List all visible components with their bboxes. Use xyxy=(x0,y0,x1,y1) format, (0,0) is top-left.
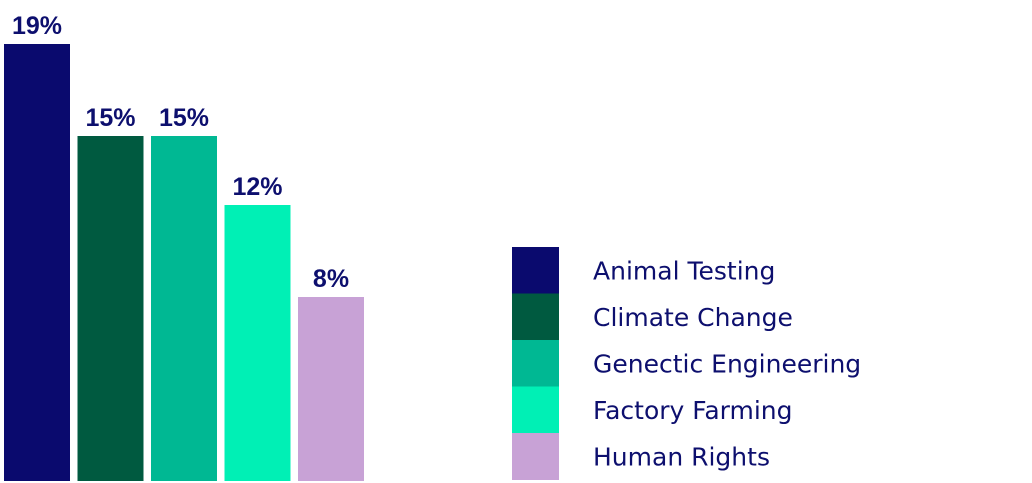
legend-swatch xyxy=(512,293,559,341)
value-label: 8% xyxy=(313,265,349,293)
value-label: 15% xyxy=(159,104,209,132)
value-label: 15% xyxy=(85,104,135,132)
legend-swatch xyxy=(512,340,559,387)
legend-label: Factory Farming xyxy=(593,396,793,425)
bars-group xyxy=(4,44,364,481)
legend-label: Human Rights xyxy=(593,442,770,471)
legend-label: Animal Testing xyxy=(593,256,775,285)
legend-label: Genectic Engineering xyxy=(593,349,861,378)
legend-swatch xyxy=(512,433,559,480)
bar-factory-farming xyxy=(224,205,291,481)
bar-climate-change xyxy=(77,136,144,481)
value-label: 12% xyxy=(232,173,282,201)
legend: Animal Testing Climate Change Genectic Eng… xyxy=(512,247,861,480)
legend-swatch xyxy=(512,247,559,294)
bar-genectic-engineering xyxy=(151,136,217,481)
bar-human-rights xyxy=(298,297,364,481)
legend-swatch xyxy=(512,386,559,434)
bar-animal-testing xyxy=(4,44,70,481)
value-labels-group: 19% 15% 15% 12% 8% xyxy=(12,12,349,293)
value-label: 19% xyxy=(12,12,62,40)
legend-label: Climate Change xyxy=(593,303,793,332)
